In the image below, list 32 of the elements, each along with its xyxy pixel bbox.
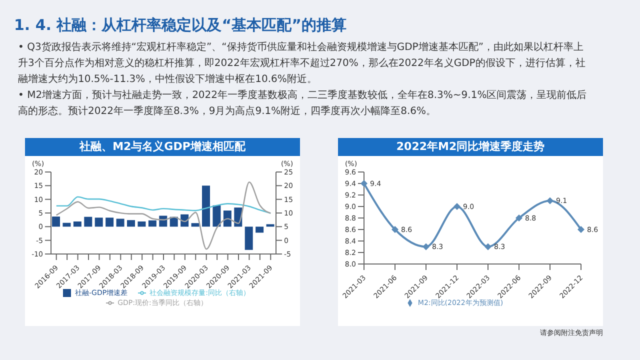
chart-title: 2022年M2同比增速季度走势 bbox=[338, 138, 603, 156]
bar bbox=[138, 221, 146, 227]
text: • Q3货政报告表示将维持“宏观杠杆率稳定”、“保持货币供应量和社会融资规模增速与GDP增速基本匹配”，由此如果以杠杆率上升3个百分点作为相对意义的稳杠杆推算，即2022年宏观杠杆率不超过270%，那么在2022年名义GDP的假设下，进行估算，社融增速大约为10.5%-11.3%，中性假设下增速中枢在10.6%附近。 bbox=[18, 40, 586, 87]
point bbox=[392, 226, 398, 233]
bar bbox=[191, 223, 200, 227]
point bbox=[360, 180, 368, 187]
point bbox=[578, 226, 584, 233]
point bbox=[422, 243, 430, 250]
point bbox=[546, 197, 554, 204]
text: • M2增速方面，预计与社融走势一致，2022年一季度基数极高，二三季度基数较低，全年在8.3%~9.1%区间震荡，呈现前低后高的形态。预计2022年一季度降至8.3%，9月为高点9.1%附近，四季度再次小幅降至8.6%。 bbox=[18, 88, 588, 119]
bar bbox=[127, 220, 135, 227]
bar bbox=[266, 224, 274, 227]
point bbox=[484, 243, 492, 250]
bar bbox=[94, 218, 103, 227]
text: 1. 4. 社融：从杠杆率稳定以及“基本匹配”的推算 bbox=[14, 16, 346, 35]
bar bbox=[244, 226, 253, 250]
bar bbox=[52, 216, 60, 227]
bar bbox=[223, 210, 232, 227]
point bbox=[516, 214, 522, 222]
bar bbox=[84, 216, 92, 227]
bar bbox=[212, 205, 221, 227]
bar bbox=[73, 221, 82, 227]
bar bbox=[62, 222, 71, 227]
chart-title: 社融、M2与名义GDP增速相匹配 bbox=[25, 138, 300, 156]
line-series bbox=[56, 196, 272, 214]
bar bbox=[148, 220, 156, 227]
bar bbox=[202, 186, 210, 227]
line-series bbox=[56, 181, 272, 250]
bar bbox=[256, 226, 264, 233]
point bbox=[454, 203, 460, 210]
bar bbox=[116, 218, 124, 227]
bar bbox=[106, 218, 114, 227]
